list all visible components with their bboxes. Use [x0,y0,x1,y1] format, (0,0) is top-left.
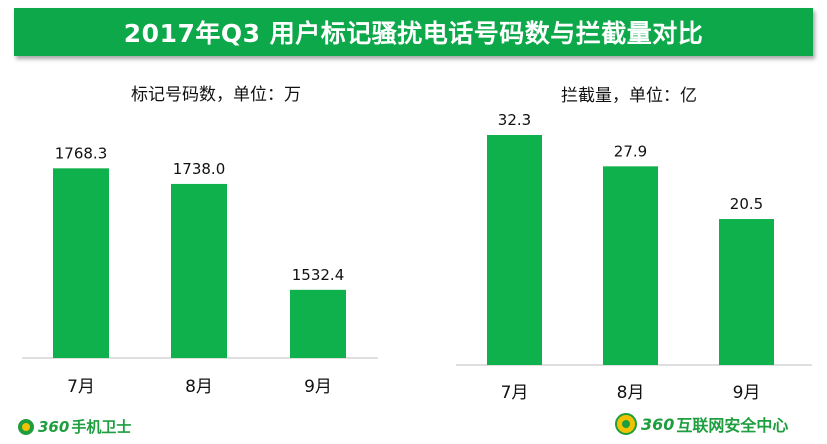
logo-text-left: 手机卫士 [71,418,132,436]
bar-7月 [487,135,542,365]
category-label: 9月 [304,377,332,397]
category-label: 7月 [501,383,529,403]
logo-number-right: 360 [641,414,675,434]
category-label: 8月 [617,383,645,403]
mobile-guard-logo-icon [18,418,34,435]
category-label: 8月 [185,377,213,397]
security-center-logo-icon [615,413,637,435]
data-label: 20.5 [730,195,763,213]
data-label: 32.3 [498,111,531,129]
bar-9月 [290,289,346,358]
data-label: 1738.0 [173,160,226,178]
chart-title: 拦截量，单位：亿 [561,86,697,106]
bar-8月 [171,183,227,358]
bar-8月 [603,166,658,365]
title-banner: 2017年Q3 用户标记骚扰电话号码数与拦截量对比 [14,8,813,56]
bar-7月 [53,168,109,358]
bar-9月 [719,219,774,365]
logo-number-left: 360 [38,417,70,436]
data-label: 1532.4 [292,266,345,284]
category-label: 9月 [733,383,761,403]
chart-marked-numbers: 标记号码数，单位：万 1768.3 7月 1738.0 8月 1532.4 9月 [22,85,378,397]
footer-logo-360-security-center: 360 互联网安全中心 [615,412,788,436]
chart-blocked-volume: 拦截量，单位：亿 32.3 7月 27.9 8月 20.5 9月 [456,86,812,403]
logo-text-right: 互联网安全中心 [676,416,789,435]
page-title: 2017年Q3 用户标记骚扰电话号码数与拦截量对比 [123,19,704,48]
chart-title: 标记号码数，单位：万 [131,85,301,105]
data-label: 27.9 [614,142,647,160]
footer-logo-360-mobile-guard: 360 手机卫士 [18,416,131,437]
category-label: 7月 [67,377,95,397]
data-label: 1768.3 [55,144,108,162]
